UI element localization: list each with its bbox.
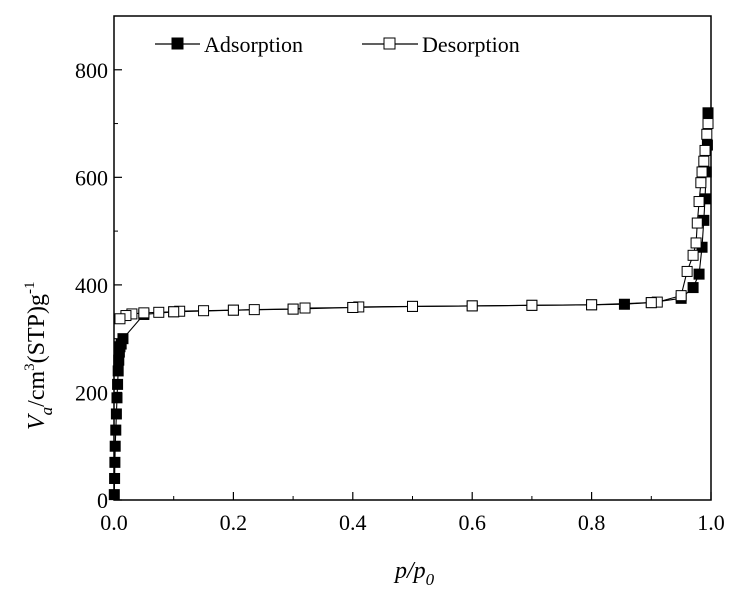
x-tick-label: 0.4 xyxy=(339,510,367,535)
desorption-point xyxy=(138,307,150,319)
adsorption-point xyxy=(117,333,129,345)
adsorption-point xyxy=(110,424,122,436)
y-tick-label: 800 xyxy=(75,58,108,83)
desorption-point xyxy=(287,303,299,315)
desorption-point xyxy=(698,155,710,167)
adsorption-point xyxy=(110,408,122,420)
desorption-point xyxy=(407,300,418,312)
x-axis-title: p/p0 xyxy=(393,558,435,589)
desorption-point xyxy=(693,196,705,208)
desorption-point xyxy=(466,300,478,312)
legend-adsorption-marker xyxy=(171,37,184,50)
y-tick-label: 0 xyxy=(97,488,108,513)
x-tick-label: 0.0 xyxy=(100,510,128,535)
y-axis-title: Va/cm3(STP)g-1 xyxy=(22,281,56,430)
desorption-point xyxy=(681,265,693,277)
adsorption-point xyxy=(108,489,120,501)
desorption-point xyxy=(691,217,703,229)
adsorption-point xyxy=(111,392,123,404)
legend-adsorption-label: Adsorption xyxy=(204,32,303,57)
desorption-point xyxy=(168,306,180,318)
x-axis-title-main: p/p xyxy=(393,558,426,584)
y-axis-title-sup3: 3 xyxy=(22,363,38,371)
x-tick-label: 0.6 xyxy=(458,510,486,535)
y-tick-label: 400 xyxy=(75,273,108,298)
series-layer xyxy=(108,107,714,501)
y-axis-title-unit: /cm xyxy=(24,371,50,407)
y-tick-label: 600 xyxy=(75,165,108,190)
adsorption-point xyxy=(109,472,121,484)
x-tick-label: 0.2 xyxy=(220,510,248,535)
x-tick-label: 0.8 xyxy=(578,510,606,535)
desorption-point xyxy=(696,166,708,178)
desorption-point xyxy=(690,237,702,249)
y-axis-title-sub: a xyxy=(37,407,56,416)
adsorption-point xyxy=(109,440,121,452)
desorption-point xyxy=(699,144,711,156)
adsorption-point xyxy=(112,378,124,390)
desorption-point xyxy=(114,313,126,325)
desorption-point xyxy=(153,306,165,318)
y-axis-title-stp: (STP)g xyxy=(24,294,50,363)
desorption-point xyxy=(586,299,598,311)
adsorption-point xyxy=(702,107,714,119)
plot-frame xyxy=(113,15,712,501)
desorption-line xyxy=(119,123,709,320)
legend: Adsorption Desorption xyxy=(155,32,520,57)
desorption-point xyxy=(299,302,311,314)
desorption-point xyxy=(645,297,657,309)
adsorption-point xyxy=(693,268,705,280)
adsorption-point xyxy=(109,456,121,468)
y-axis-title-v: V xyxy=(24,413,50,430)
desorption-point xyxy=(675,290,687,302)
desorption-point xyxy=(526,299,538,311)
axes: 0.0 0.2 0.4 0.6 0.8 1.0 0 200 400 600 800 xyxy=(75,15,725,535)
x-axis-title-sub: 0 xyxy=(426,570,435,589)
desorption-point xyxy=(701,128,713,140)
desorption-point xyxy=(695,177,707,189)
desorption-point xyxy=(702,118,714,130)
adsorption-point xyxy=(112,365,124,377)
legend-desorption-label: Desorption xyxy=(422,32,520,57)
y-axis-title-sup: -1 xyxy=(22,281,38,294)
desorption-point xyxy=(347,301,359,313)
legend-desorption-marker xyxy=(383,37,396,50)
desorption-point xyxy=(198,305,210,317)
desorption-point xyxy=(227,304,239,316)
x-tick-label: 1.0 xyxy=(697,510,725,535)
desorption-point xyxy=(248,304,260,316)
y-tick-label: 200 xyxy=(75,380,108,405)
desorption-point xyxy=(687,249,699,261)
adsorption-point xyxy=(687,282,699,294)
